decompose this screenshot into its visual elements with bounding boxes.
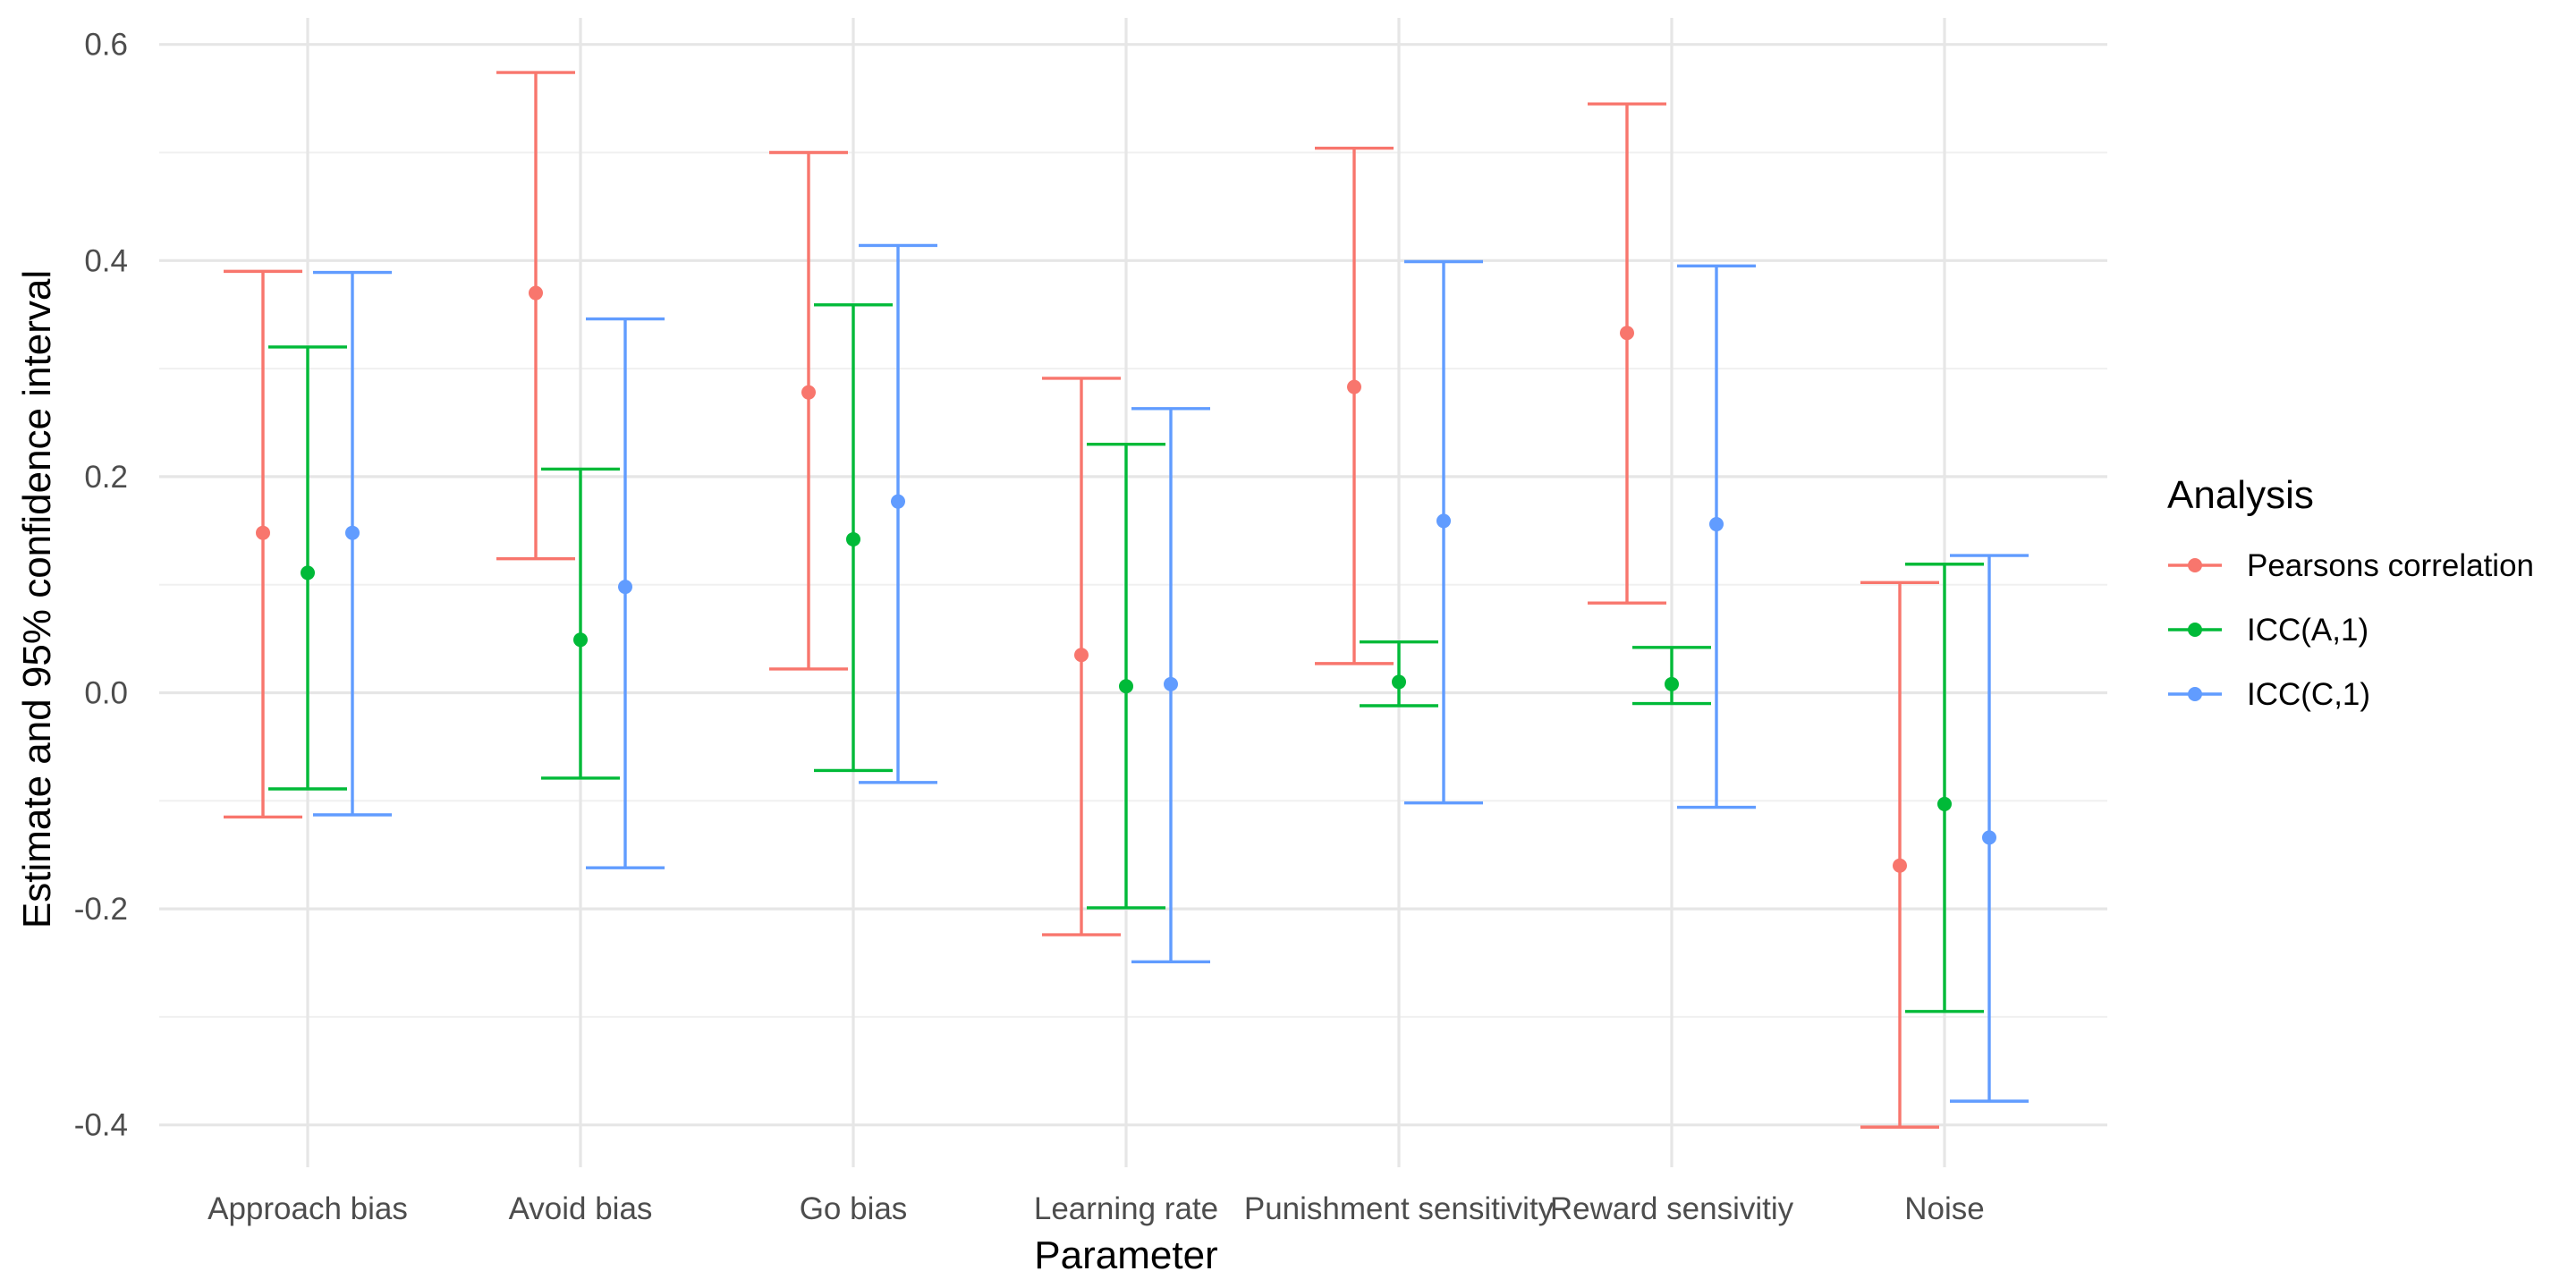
grid-layer bbox=[159, 18, 2107, 1167]
y-tick-label: -0.4 bbox=[74, 1108, 128, 1143]
estimate-point bbox=[1119, 679, 1133, 694]
series-0 bbox=[224, 71, 1939, 1129]
legend-title: Analysis bbox=[2167, 473, 2314, 517]
x-tick-label: Approach bias bbox=[208, 1191, 408, 1226]
estimate-point bbox=[846, 531, 860, 547]
estimate-point bbox=[1893, 858, 1907, 873]
estimate-point bbox=[1665, 676, 1679, 691]
x-tick-label: Noise bbox=[1904, 1191, 1984, 1226]
x-tick-label: Punishment sensitivity bbox=[1244, 1191, 1555, 1226]
y-tick-label: 0.6 bbox=[84, 28, 128, 63]
legend-key-point bbox=[2188, 687, 2202, 701]
x-axis-title: Parameter bbox=[1034, 1233, 1217, 1277]
estimate-point bbox=[1937, 796, 1952, 811]
estimate-point bbox=[1709, 517, 1724, 532]
y-tick-label: -0.2 bbox=[74, 892, 128, 927]
estimate-point bbox=[801, 385, 816, 400]
y-tick-labels: -0.4 -0.2 0.0 0.2 0.4 0.6 bbox=[74, 28, 128, 1143]
series-2 bbox=[313, 243, 2029, 1103]
estimate-point bbox=[345, 525, 360, 540]
legend-key-point bbox=[2188, 623, 2202, 637]
x-tick-label: Learning rate bbox=[1034, 1191, 1218, 1226]
y-tick-label: 0.0 bbox=[84, 676, 128, 711]
x-tick-label: Go bias bbox=[800, 1191, 908, 1226]
legend: Analysis Pearsons correlation ICC(A,1) ICC… bbox=[2167, 473, 2534, 712]
estimate-point bbox=[1347, 379, 1361, 394]
x-tick-labels: Approach bias Avoid bias Go bias Learning r… bbox=[208, 1191, 1985, 1226]
estimate-point bbox=[301, 565, 315, 580]
estimate-point bbox=[618, 580, 632, 595]
x-tick-label: Reward sensivitiy bbox=[1550, 1191, 1794, 1226]
estimate-point bbox=[1074, 648, 1089, 663]
x-tick-label: Avoid bias bbox=[509, 1191, 653, 1226]
estimate-point bbox=[1436, 513, 1451, 529]
estimate-point bbox=[1982, 830, 1996, 845]
legend-label: Pearsons correlation bbox=[2247, 548, 2534, 583]
y-axis-title: Estimate and 95% confidence interval bbox=[15, 270, 59, 928]
estimate-point bbox=[1392, 674, 1406, 690]
y-tick-label: 0.2 bbox=[84, 460, 128, 495]
series-1 bbox=[268, 303, 1984, 1013]
legend-key-point bbox=[2188, 558, 2202, 572]
estimate-point bbox=[1620, 326, 1634, 341]
legend-label: ICC(C,1) bbox=[2247, 677, 2370, 712]
legend-label: ICC(A,1) bbox=[2247, 613, 2368, 648]
estimate-point bbox=[1164, 676, 1178, 691]
estimate-point bbox=[256, 525, 270, 540]
estimate-point bbox=[573, 632, 588, 648]
series-layer bbox=[224, 71, 2029, 1129]
y-tick-label: 0.4 bbox=[84, 243, 128, 278]
estimate-point bbox=[891, 494, 905, 509]
estimate-point bbox=[529, 285, 543, 301]
